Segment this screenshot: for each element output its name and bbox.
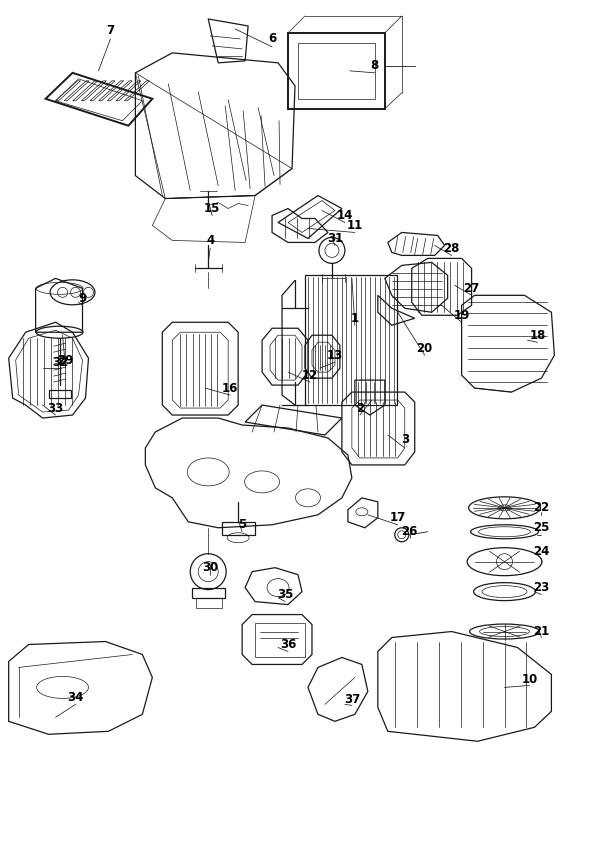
- Text: 1: 1: [351, 312, 359, 325]
- Text: 6: 6: [268, 33, 276, 46]
- Text: 36: 36: [280, 638, 296, 651]
- Text: 16: 16: [222, 382, 239, 395]
- Text: 31: 31: [327, 232, 343, 245]
- Text: 13: 13: [327, 348, 343, 362]
- Text: 30: 30: [202, 562, 218, 574]
- Text: 32: 32: [53, 356, 69, 369]
- Text: 22: 22: [533, 501, 550, 514]
- Text: 2: 2: [356, 402, 364, 415]
- Text: 4: 4: [206, 234, 214, 247]
- Text: 23: 23: [533, 581, 550, 594]
- Text: 28: 28: [444, 242, 460, 255]
- Text: 25: 25: [533, 521, 550, 534]
- Bar: [305, 275, 396, 405]
- Text: 9: 9: [78, 292, 87, 304]
- Text: 24: 24: [533, 545, 550, 558]
- Text: 5: 5: [238, 519, 246, 531]
- Text: 8: 8: [371, 59, 379, 72]
- Text: 7: 7: [106, 24, 114, 38]
- Text: 26: 26: [401, 525, 418, 538]
- Text: 20: 20: [417, 341, 433, 354]
- Text: 33: 33: [47, 402, 64, 415]
- Text: 18: 18: [529, 329, 545, 341]
- Text: 37: 37: [344, 693, 360, 706]
- Text: 15: 15: [204, 202, 221, 215]
- Bar: [255, 623, 305, 658]
- Text: 10: 10: [521, 673, 538, 686]
- Text: 3: 3: [401, 433, 409, 446]
- Text: 21: 21: [533, 625, 550, 638]
- Text: 27: 27: [463, 282, 480, 295]
- Text: 29: 29: [57, 353, 74, 366]
- Text: 35: 35: [277, 588, 293, 601]
- Text: 19: 19: [453, 309, 470, 322]
- Text: 34: 34: [68, 691, 84, 703]
- Text: 17: 17: [390, 512, 406, 525]
- Text: 14: 14: [337, 209, 353, 222]
- Text: 12: 12: [302, 369, 318, 382]
- Text: 11: 11: [347, 219, 363, 232]
